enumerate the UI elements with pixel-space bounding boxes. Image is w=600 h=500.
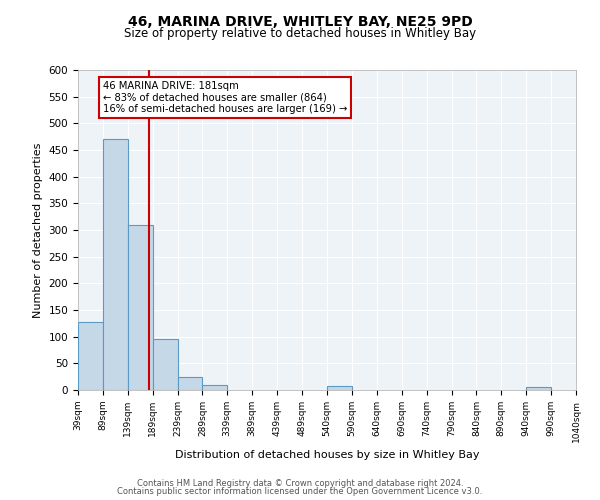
Bar [152, 339, 178, 390]
Bar [327, 386, 352, 390]
Text: Size of property relative to detached houses in Whitley Bay: Size of property relative to detached ho… [124, 28, 476, 40]
Bar [202, 384, 227, 390]
Text: 46 MARINA DRIVE: 181sqm
← 83% of detached houses are smaller (864)
16% of semi-d: 46 MARINA DRIVE: 181sqm ← 83% of detache… [103, 80, 347, 114]
Bar [78, 322, 103, 390]
Bar [128, 224, 152, 390]
Bar [526, 388, 551, 390]
Bar [178, 376, 202, 390]
X-axis label: Distribution of detached houses by size in Whitley Bay: Distribution of detached houses by size … [175, 450, 479, 460]
Text: Contains public sector information licensed under the Open Government Licence v3: Contains public sector information licen… [118, 487, 482, 496]
Y-axis label: Number of detached properties: Number of detached properties [33, 142, 43, 318]
Text: 46, MARINA DRIVE, WHITLEY BAY, NE25 9PD: 46, MARINA DRIVE, WHITLEY BAY, NE25 9PD [128, 15, 472, 29]
Text: Contains HM Land Registry data © Crown copyright and database right 2024.: Contains HM Land Registry data © Crown c… [137, 478, 463, 488]
Bar [103, 140, 128, 390]
